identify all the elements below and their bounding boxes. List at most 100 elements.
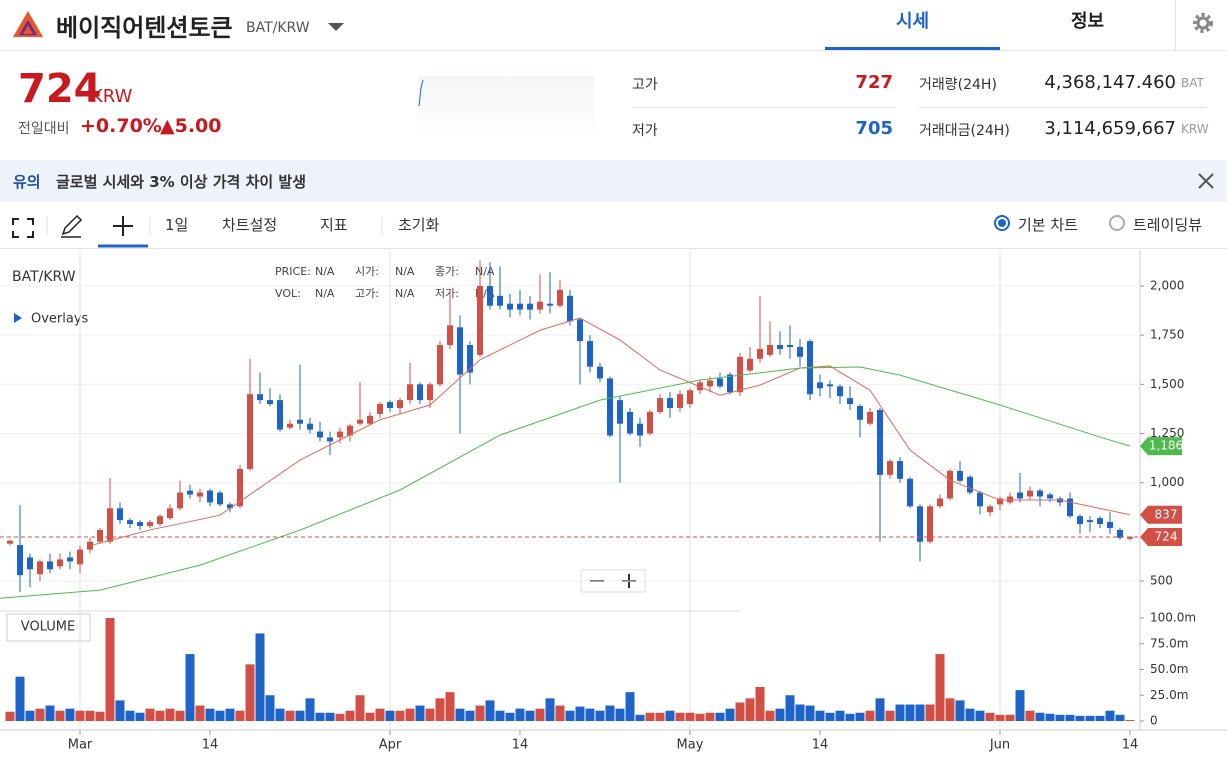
toolbar-item[interactable]: 1일 bbox=[165, 216, 189, 234]
info-text: 고가: bbox=[355, 287, 379, 300]
close-notice[interactable] bbox=[1197, 172, 1215, 190]
candle-body bbox=[7, 540, 13, 544]
candle-body bbox=[727, 374, 733, 393]
volume-bar bbox=[1115, 714, 1125, 721]
volume-bar bbox=[915, 704, 925, 721]
candle-body bbox=[37, 561, 43, 575]
candle-body bbox=[447, 325, 453, 346]
settings[interactable] bbox=[1175, 0, 1227, 50]
candle-body bbox=[107, 508, 113, 542]
x-tick-label: Jun bbox=[989, 738, 1010, 753]
info-text: 종가: bbox=[435, 265, 459, 278]
y-tick-label: 1,000 bbox=[1150, 475, 1184, 489]
candle-body bbox=[347, 425, 353, 436]
volume-bar bbox=[1085, 715, 1095, 721]
view-option[interactable]: 기본 차트 bbox=[1018, 216, 1078, 234]
moving-average bbox=[89, 317, 1131, 547]
x-tick-label: 14 bbox=[812, 738, 829, 753]
toolbar-item[interactable]: 초기화 bbox=[398, 216, 440, 234]
volume-bar bbox=[945, 698, 955, 721]
stat-value: 3,114,659,667 bbox=[1044, 118, 1176, 139]
moving-average bbox=[0, 366, 1131, 599]
volume-bar bbox=[555, 705, 565, 721]
volume-bar bbox=[855, 712, 865, 721]
volume-bar bbox=[265, 695, 275, 721]
volume-bar bbox=[725, 708, 735, 721]
candle-body bbox=[317, 431, 323, 438]
volume-bar bbox=[35, 708, 45, 721]
candle-body bbox=[707, 380, 713, 387]
candle-body bbox=[277, 400, 283, 430]
volume-bar bbox=[485, 700, 495, 721]
volume-bar bbox=[755, 687, 765, 721]
volume-bar bbox=[85, 710, 95, 721]
tab-active[interactable]: 시세 bbox=[825, 0, 1000, 50]
volume-bar bbox=[535, 708, 545, 721]
volume-bar bbox=[285, 710, 295, 721]
radio[interactable] bbox=[994, 215, 1010, 231]
volume-bar bbox=[825, 712, 835, 721]
x-tick-label: Mar bbox=[68, 738, 93, 753]
candle-body bbox=[1087, 520, 1093, 523]
volume-bar bbox=[255, 633, 265, 721]
price-tag bbox=[1140, 437, 1182, 456]
change-abs: ▲5.00 bbox=[160, 115, 222, 137]
info-text: N/A bbox=[395, 265, 415, 278]
volume-bar bbox=[75, 710, 85, 721]
volume-bar bbox=[165, 708, 175, 721]
candle-body bbox=[1047, 494, 1053, 499]
candle-body bbox=[987, 506, 993, 513]
price-tag-label: 724 bbox=[1155, 530, 1178, 544]
toolbar-item[interactable]: 차트설정 bbox=[222, 216, 278, 234]
volume-bar bbox=[455, 708, 465, 721]
view-option[interactable]: 트레이딩뷰 bbox=[1133, 216, 1203, 234]
volume-bar bbox=[765, 710, 775, 721]
y-tick-label: 1,500 bbox=[1150, 377, 1184, 391]
volume-bar bbox=[1025, 710, 1035, 721]
candle-body bbox=[457, 327, 463, 375]
toolbar-item[interactable]: 지표 bbox=[320, 216, 348, 234]
volume-bar bbox=[545, 698, 555, 721]
dropdown[interactable] bbox=[327, 22, 345, 32]
volume-bar bbox=[925, 704, 935, 721]
volume-bar bbox=[1035, 712, 1045, 721]
volume-bar bbox=[385, 710, 395, 721]
volume-bar bbox=[415, 705, 425, 721]
candle-body bbox=[177, 492, 183, 509]
candle-body bbox=[687, 390, 693, 405]
candle-body bbox=[327, 437, 333, 442]
change-label: 전일대비 bbox=[18, 121, 70, 137]
stat-label: 거래대금(24H) bbox=[919, 123, 1010, 139]
candle-body bbox=[637, 423, 643, 436]
stat-label: 저가 bbox=[632, 123, 658, 139]
volume-bar bbox=[95, 711, 105, 721]
candle-body bbox=[337, 431, 343, 438]
y-tick-label: 500 bbox=[1150, 574, 1173, 588]
volume-bar bbox=[1105, 710, 1115, 721]
volume-bar bbox=[995, 714, 1005, 721]
info-text: 시가: bbox=[355, 265, 379, 278]
candle-body bbox=[167, 508, 173, 519]
candle-body bbox=[427, 384, 433, 401]
volume-bar bbox=[45, 705, 55, 721]
volume-bar bbox=[325, 712, 335, 721]
candle-body bbox=[127, 520, 133, 525]
overlays[interactable]: Overlays bbox=[31, 312, 89, 327]
volume-bar bbox=[435, 698, 445, 721]
candle-body bbox=[507, 303, 513, 310]
candle-body bbox=[917, 506, 923, 542]
volume-bar bbox=[865, 710, 875, 721]
candle-body bbox=[547, 303, 553, 306]
candle-body bbox=[497, 295, 503, 306]
stat-label: 거래량(24H) bbox=[919, 77, 997, 93]
volume-bar bbox=[155, 710, 165, 721]
candle-body bbox=[837, 386, 843, 397]
radio[interactable] bbox=[1109, 215, 1125, 231]
y2-tick-label: 50.0m bbox=[1150, 662, 1188, 676]
candle-body bbox=[747, 358, 753, 371]
volume-bar bbox=[605, 705, 615, 721]
tab[interactable]: 정보 bbox=[1070, 11, 1105, 32]
chart: BAT/KRW Overlays VOLUME 500 1,000 1,250 1,5… bbox=[0, 250, 1227, 753]
notice-bar bbox=[0, 160, 1227, 202]
volume-bar bbox=[955, 700, 965, 721]
